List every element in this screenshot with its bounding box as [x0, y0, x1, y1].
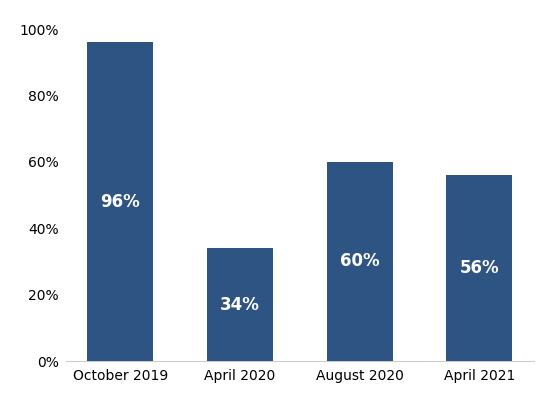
Bar [327, 162, 393, 361]
Text: 56%: 56% [459, 259, 499, 277]
Bar [87, 42, 153, 361]
Bar [447, 175, 512, 361]
Bar [207, 248, 273, 361]
Text: 34%: 34% [220, 295, 260, 314]
Text: 60%: 60% [340, 252, 379, 271]
Text: 96%: 96% [100, 193, 140, 211]
